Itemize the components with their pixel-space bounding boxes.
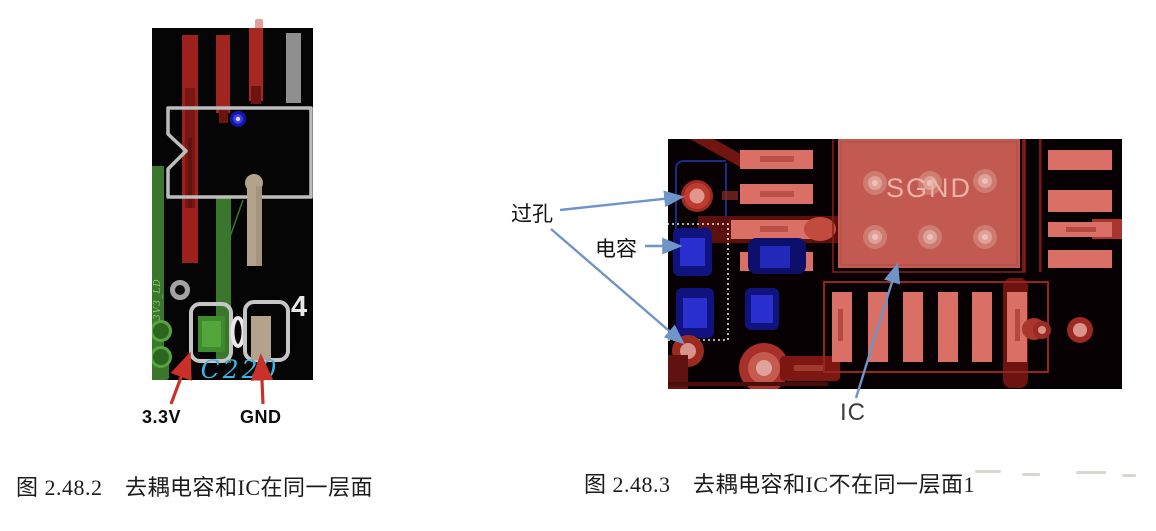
pad-row-3-text-mark [760, 226, 788, 232]
scan-artifact [975, 470, 1001, 473]
label-3v3: 3.3V [142, 407, 182, 427]
red-trace-c [249, 28, 263, 101]
scan-artifact [1122, 474, 1136, 477]
scan-artifact [1076, 471, 1106, 474]
ic-outline [166, 106, 313, 199]
sgnd-plane-inner-border [840, 141, 1018, 266]
trace-text-marks [188, 138, 192, 208]
bottom-pads [832, 292, 1027, 362]
bottom-edge-trace [668, 382, 828, 386]
via-bottom-right-center [1073, 323, 1087, 337]
via-big-center [756, 360, 772, 376]
right-pad-4 [1048, 250, 1112, 268]
arrow-via-top [559, 190, 685, 212]
right-pad-3-text-mark [1066, 227, 1096, 232]
blue-cap-a-body [680, 238, 705, 266]
cap-pad-green-inner [202, 321, 221, 347]
blue-trace-outline-1 [675, 160, 726, 235]
gray-trace [286, 33, 301, 103]
blue-cap-b-body [683, 298, 707, 328]
arrow-via-bottom [550, 228, 685, 345]
red-trace-b-tip [219, 108, 228, 123]
capacitor-selection-box [668, 223, 729, 341]
green-pad-via-1 [152, 320, 172, 342]
via-top-center [689, 188, 705, 204]
pad-row-1-text-mark [760, 156, 794, 162]
blue-cap-c-body [751, 295, 773, 323]
green-thin-trace [218, 199, 244, 269]
right-pad-2 [1048, 190, 1112, 212]
label-capacitor: 电容 [595, 237, 637, 261]
red-trace-b [216, 35, 230, 113]
small-label-mark [722, 191, 738, 200]
label-ic: IC [840, 399, 866, 426]
trace-text-mark [794, 365, 824, 371]
pad-row-3-blob [804, 217, 836, 241]
red-trace-c-tip [251, 86, 261, 104]
via-partial-center [1038, 326, 1046, 334]
net-name-text: 3V3_LD [153, 278, 163, 320]
channel-trace-1 [1022, 139, 1025, 272]
blue-cap-d-body [760, 246, 790, 268]
gray-via [170, 280, 190, 300]
trace-stub [255, 19, 263, 29]
pad-row-2-text-mark [760, 191, 794, 197]
plane-clearance-outline [832, 139, 1026, 273]
label-gnd: GND [240, 407, 282, 427]
right-pad-1 [1048, 150, 1112, 170]
blue-via-center [235, 116, 241, 122]
tan-trace-shade [256, 186, 262, 266]
cap-pad-tan [251, 316, 271, 360]
caption-figure-left: 图 2.48.2 去耦电容和IC在同一层面 [16, 475, 374, 500]
scan-artifact [1022, 473, 1040, 476]
arrow-gnd [250, 353, 274, 405]
corner-trace [668, 355, 688, 389]
caption-figure-right: 图 2.48.3 去耦电容和IC不在同一层面1 [584, 472, 976, 497]
channel-trace-2 [1039, 139, 1042, 272]
arrow-ic [854, 262, 901, 399]
arrow-3v3 [169, 351, 192, 405]
sgnd-plane-text: SGND [886, 173, 972, 203]
thermal-vias [863, 169, 997, 249]
green-pad-via-2 [152, 346, 172, 368]
pcb-image-left: 3V3_LD 4 C220 [152, 28, 313, 380]
label-via: 过孔 [511, 202, 553, 226]
pin-number-text: 4 [291, 291, 307, 323]
